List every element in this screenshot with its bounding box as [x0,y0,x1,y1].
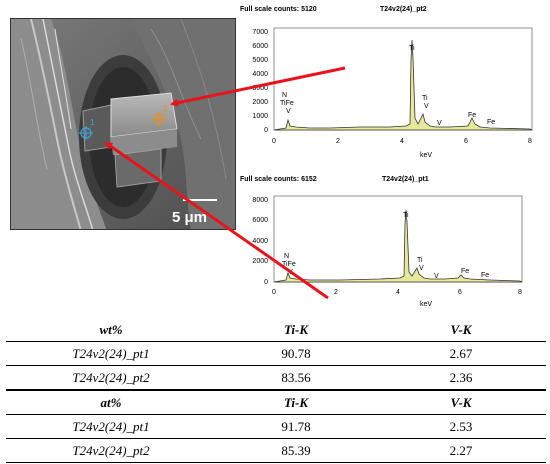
ytick: 8000 [252,197,268,204]
sem-micrograph: 1 2 5 μm [10,18,236,230]
spectrum-pt1-title: T24v2(24)_pt1 [382,176,429,183]
xtick: 4 [396,289,400,296]
peak-label: V [424,103,429,110]
peak-label: V [434,273,439,280]
table-cell: T24v2(24)_pt2 [6,365,216,390]
peak-label: TiFe [280,100,294,107]
spectrum-pt2-yticks: 7000 6000 5000 4000 3000 2000 1000 0 [252,29,268,134]
ytick: 3000 [252,85,268,92]
spectrum-pt1-yticks: 8000 6000 4000 2000 0 [252,197,268,286]
spectrum-pt2-trace [273,39,533,131]
table-header-wt: wt% Ti-K V-K [6,318,546,342]
peak-label: TiFe [282,261,296,268]
marker-2: 2 [152,104,168,126]
ytick: 4000 [252,71,268,78]
spectrum-pt2: Full scale counts: 5120 T24v2(24)_pt2 70… [240,6,533,159]
peak-label: V [437,120,442,127]
header-cell: at% [6,389,216,415]
xtick: 6 [458,289,462,296]
spectrum-pt1-xticks: 0 2 4 6 8 [272,289,522,296]
table-cell: 91.78 [216,414,376,439]
table-cell: 83.56 [216,365,376,390]
table-row: T24v2(24)_pt1 90.78 2.67 [6,341,546,366]
ytick: 7000 [252,29,268,36]
spectrum-pt1: Full scale counts: 6152 T24v2(24)_pt1 80… [240,176,523,308]
xtick: 8 [528,138,532,145]
ytick: 4000 [252,238,268,245]
composition-table: wt% Ti-K V-K T24v2(24)_pt1 90.78 2.67 T2… [6,318,546,463]
header-cell: V-K [450,321,472,337]
peak-label: Ti [417,257,423,264]
peak-label: Ti [409,45,415,52]
table-cell: T24v2(24)_pt2 [6,438,216,463]
peak-label: Fe [481,272,489,279]
peak-label: Ti [403,212,409,219]
table-row: T24v2(24)_pt1 91.78 2.53 [6,414,546,439]
xtick: 4 [400,138,404,145]
table-cell: 2.36 [376,365,546,390]
xlabel: keV [420,152,432,159]
peak-label: N [282,92,287,99]
spectrum-pt2-xticks: 0 2 4 6 8 [272,138,532,145]
xtick: 0 [272,138,276,145]
xtick: 2 [334,289,338,296]
table-cell: 2.53 [376,414,546,439]
peak-label: V [419,265,424,272]
spectrum-pt2-title: T24v2(24)_pt2 [380,6,427,13]
ytick: 2000 [252,99,268,106]
table-cell: 90.78 [216,341,376,366]
marker-1-label: 1 [90,118,95,127]
ytick: 5000 [252,57,268,64]
table-cell: 2.67 [376,341,546,366]
peak-label: N [284,253,289,260]
spectrum-pt2-counts: Full scale counts: 5120 [240,6,317,13]
peak-label: Fe [468,112,476,119]
table-cell: 2.27 [376,438,546,463]
ytick: 2000 [252,258,268,265]
peak-label: Fe [487,119,495,126]
table-cell: 85.39 [216,438,376,463]
header-cell: V-K [376,389,546,415]
peak-label: V [288,269,293,276]
scale-bar-label: 5 μm [172,209,207,226]
table-cell: T24v2(24)_pt1 [6,414,216,439]
xtick: 0 [272,289,276,296]
ytick: 6000 [252,43,268,50]
xtick: 8 [518,289,522,296]
ytick: 1000 [252,113,268,120]
marker-2-label: 2 [163,104,168,113]
ytick: 0 [264,127,268,134]
header-cell: Ti-K [216,389,376,415]
table-row: T24v2(24)_pt2 83.56 2.36 [6,365,546,390]
marker-1: 1 [79,118,95,140]
table-cell: T24v2(24)_pt1 [6,341,216,366]
peak-label: Ti [422,95,428,102]
xtick: 2 [336,138,340,145]
table-header-at: at% Ti-K V-K [6,389,546,415]
peak-label: Fe [461,268,469,275]
peak-label: V [286,108,291,115]
table-row: T24v2(24)_pt2 85.39 2.27 [6,438,546,463]
spectrum-pt1-counts: Full scale counts: 6152 [240,176,317,183]
header-cell: wt% [99,321,123,337]
ytick: 0 [264,279,268,286]
header-cell: Ti-K [283,321,309,337]
xtick: 6 [464,138,468,145]
xlabel: keV [420,301,432,308]
ytick: 6000 [252,217,268,224]
